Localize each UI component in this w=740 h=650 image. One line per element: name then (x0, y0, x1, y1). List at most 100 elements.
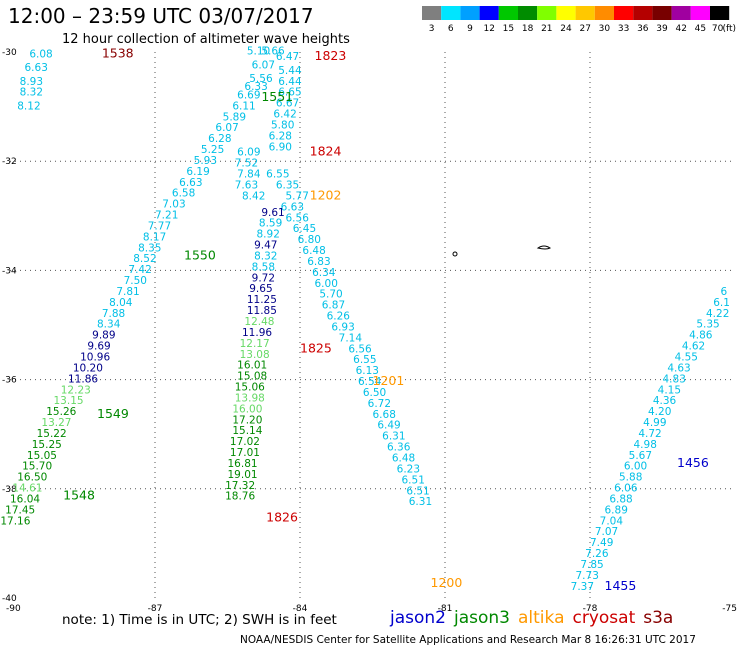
colorbar-tick-label: 30 (599, 24, 611, 34)
colorbar-swatch (537, 6, 557, 20)
wave-height-value: 11.86 (68, 373, 98, 385)
wave-height-value: 6.28 (208, 133, 231, 145)
wave-height-value: 5.56 (249, 73, 273, 85)
wave-height-value: 6.67 (276, 98, 299, 110)
satellite-legend-altika: altika (518, 608, 565, 628)
wave-height-value: 6.88 (609, 493, 632, 505)
wave-height-value: 5.67 (629, 450, 652, 462)
wave-height-value: 6.13 (356, 365, 379, 377)
wave-height-value: 6.63 (179, 177, 202, 189)
wave-height-value: 13.98 (235, 392, 265, 404)
wave-height-value: 7.04 (600, 515, 624, 527)
wave-height-value: 11.96 (242, 327, 272, 339)
wave-height-value: 6.58 (172, 188, 195, 200)
wave-height-value: 5.77 (286, 190, 309, 202)
colorbar-tick-label: 12 (483, 24, 494, 34)
colorbar-unit: (ft) (722, 24, 736, 34)
wave-height-value: 4.62 (682, 341, 705, 353)
wave-height-value: 6.56 (348, 343, 372, 355)
wave-height-value: 6.83 (307, 256, 330, 268)
colorbar-tick-label: 39 (656, 24, 668, 34)
footnote: note: 1) Time is in UTC; 2) SWH is in fe… (62, 612, 337, 628)
wave-height-value: 5.89 (223, 111, 246, 123)
pass-time-label: 1551 (261, 89, 293, 104)
pass-time-label: 1548 (63, 488, 95, 503)
wave-height-value: 4.86 (689, 330, 713, 342)
wave-height-value: 8.32 (254, 250, 277, 262)
wave-height-value: 13.08 (240, 349, 270, 361)
wave-height-value: 6.06 (614, 483, 638, 495)
wave-height-value: 12.48 (244, 316, 274, 328)
wave-height-value: 6.28 (269, 130, 292, 142)
wave-height-value: 5.66 (261, 46, 285, 58)
latitude-label: -32 (2, 157, 17, 167)
wave-height-value: 15.25 (32, 439, 62, 451)
colorbar-tick-label: 42 (675, 24, 686, 34)
wave-height-value: 4.20 (648, 406, 671, 418)
wave-height-value: 12.17 (240, 338, 270, 350)
wave-height-value: 6 (721, 286, 728, 298)
colorbar-tick-label: 27 (579, 24, 590, 34)
wave-height-value: 7.21 (155, 210, 178, 222)
wave-height-value: 8.59 (259, 218, 282, 230)
wave-height-value: 5.10 (247, 46, 270, 58)
wave-height-value: 5.70 (319, 289, 342, 301)
colorbar-swatch (556, 6, 576, 20)
wave-height-value: 6.87 (322, 300, 345, 312)
wave-height-value: 9.65 (249, 283, 272, 295)
longitude-label: -84 (293, 604, 308, 614)
colorbar-tick-label: 9 (467, 24, 473, 34)
satellite-legend-cryosat: cryosat (572, 608, 636, 628)
colorbar-swatch (633, 6, 653, 20)
longitude-label: -78 (583, 604, 598, 614)
wave-height-value: 16.00 (232, 403, 262, 415)
colorbar-swatch (422, 6, 442, 20)
wave-height-value: 17.02 (230, 436, 260, 448)
wave-height-value: 4.99 (643, 417, 666, 429)
wave-height-value: 10.96 (80, 351, 110, 363)
colorbar-swatch (441, 6, 461, 20)
satellite-legend-jason2: jason2 (390, 608, 446, 628)
wave-height-value: 8.12 (17, 100, 40, 112)
satellite-legend: jason2 jason3 altika cryosat s3a (390, 608, 681, 628)
wave-height-value: 7.49 (590, 537, 613, 549)
wave-height-value: 6.23 (397, 463, 420, 475)
wave-height-value: 4.15 (658, 384, 681, 396)
wave-height-value: 17.16 (0, 515, 30, 527)
pass-time-label: 1549 (97, 406, 129, 421)
colorbar-tick-label: 70 (712, 24, 724, 34)
wave-height-value: 5.80 (271, 119, 294, 131)
wave-height-value: 8.58 (252, 261, 275, 273)
credit-line: NOAA/NESDIS Center for Satellite Applica… (240, 634, 696, 646)
wave-height-value: 6.63 (281, 201, 304, 213)
wave-height-value: 7.37 (571, 581, 594, 593)
wave-height-value: 8.32 (20, 87, 43, 99)
wave-height-value: 11.85 (247, 305, 277, 317)
track-jason3: 6.476.075.566.336.696.115.896.076.285.25… (0, 51, 299, 527)
lat-lon-grid (10, 52, 735, 598)
colorbar-swatch (652, 6, 672, 20)
wave-height-value: 6.00 (624, 461, 647, 473)
wave-height-value: 7.84 (237, 169, 261, 181)
wave-height-value: 9.69 (87, 341, 110, 353)
wave-height-value: 17.45 (5, 504, 35, 516)
wave-height-value: 15.26 (46, 406, 76, 418)
wave-height-value: 8.52 (133, 253, 156, 265)
wave-height-value: 6.1 (713, 297, 730, 309)
wave-height-value: 6.80 (298, 234, 321, 246)
pass-time-label: 1202 (310, 187, 342, 202)
wave-height-value: 6.11 (232, 100, 255, 112)
wave-height-value: 8.92 (257, 229, 280, 241)
wave-height-value: 17.20 (232, 414, 262, 426)
wave-height-value: 6.00 (315, 278, 338, 290)
wave-height-value: 7.85 (580, 559, 603, 571)
pass-time-label: 1825 (300, 340, 332, 355)
wave-height-value: 17.01 (230, 447, 260, 459)
wave-height-value: 8.35 (138, 242, 161, 254)
longitude-label: -87 (148, 604, 163, 614)
wave-height-value: 6.49 (377, 420, 400, 432)
colorbar-tick-label: 6 (448, 24, 454, 34)
wave-height-value: 19.01 (228, 469, 258, 481)
wave-height-value: 16.01 (237, 360, 267, 372)
wave-height-value: 16.81 (228, 458, 258, 470)
